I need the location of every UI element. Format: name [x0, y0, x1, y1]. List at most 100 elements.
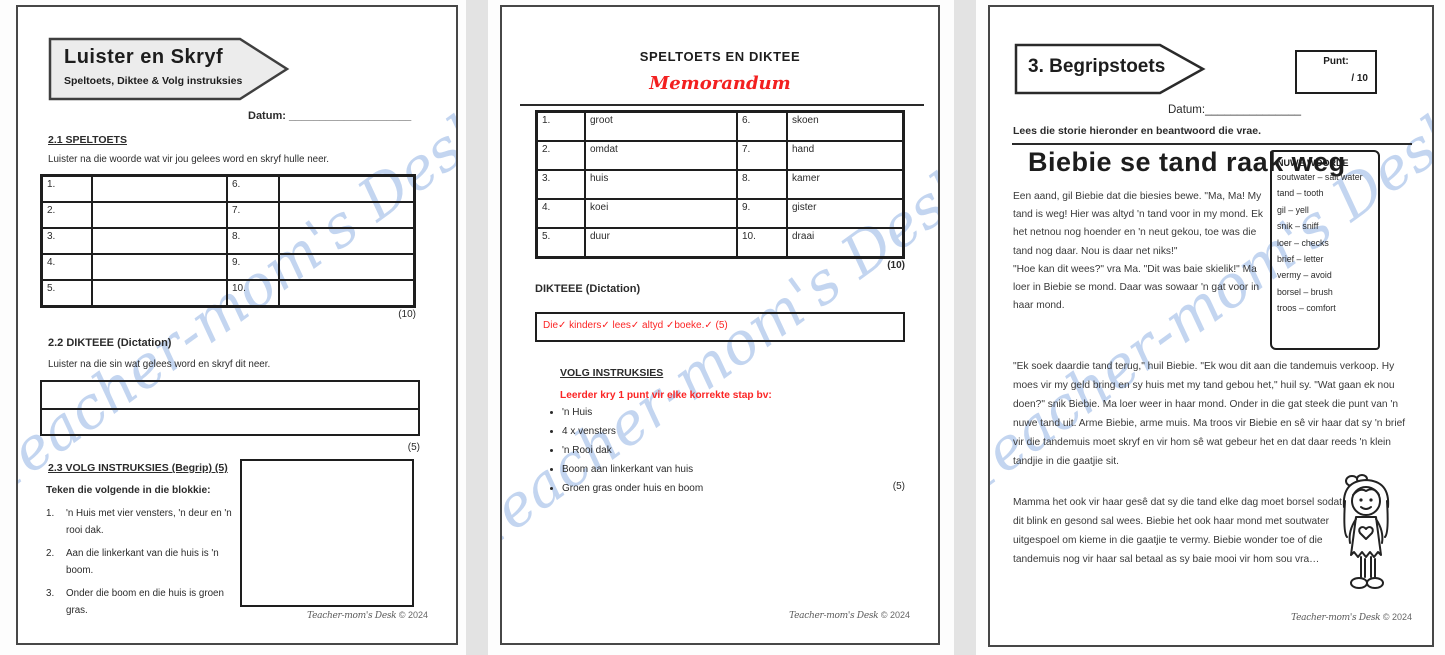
diktee-box-divider	[42, 408, 418, 410]
section-heading-volg: 2.3 VOLG INSTRUKSIES (Begrip) (5)	[48, 462, 228, 474]
answer-word: omdat	[585, 141, 737, 170]
answer-word: hand	[787, 141, 903, 170]
answer-word: gister	[787, 199, 903, 228]
table-num: 3.	[537, 170, 585, 199]
copyright: © 2024	[398, 610, 428, 620]
answer-cell[interactable]	[279, 228, 414, 254]
worksheet-title: 3. Begripstoets	[1028, 56, 1166, 77]
memo-volg-item: 'n Huis	[562, 407, 703, 418]
section-heading-diktee: 2.2 DIKTEEE (Dictation)	[48, 337, 172, 349]
vocab-item: troos – comfort	[1277, 303, 1336, 314]
divider-line	[1012, 143, 1412, 145]
vocab-item: vermy – avoid	[1277, 270, 1332, 281]
diktee-answer-box[interactable]	[40, 380, 420, 436]
memo-answer-table: 1. groot 6. skoen 2. omdat 7. hand 3. hu…	[535, 110, 905, 259]
nuwe-woorde-heading: NUWE WOORDE	[1277, 158, 1349, 168]
memo-volg-item: Groen gras onder huis en boom	[562, 483, 703, 494]
page-luister-en-skryf: Teacher-mom's Desk Luister en Skryf Spel…	[16, 5, 458, 645]
page-footer: Teacher-mom's Desk © 2024	[1291, 612, 1412, 623]
datum-line: Datum:_______________	[1168, 104, 1302, 116]
answer-cell[interactable]	[92, 202, 227, 228]
divider-line	[520, 104, 924, 106]
punt-value: / 10	[1351, 73, 1368, 84]
answer-cell[interactable]	[92, 280, 227, 306]
memo-volg-list: 'n Huis 4 x vensters 'n Rooi dak Boom aa…	[562, 407, 703, 502]
memo-subtitle: Memorandum	[649, 73, 791, 94]
answer-word: huis	[585, 170, 737, 199]
table-num: 1.	[42, 176, 92, 202]
story-paragraph: Mamma het ook vir haar gesê dat sy die t…	[1013, 497, 1343, 565]
nuwe-woorde-box: NUWE WOORDE soutwater – salt water tand …	[1270, 150, 1380, 350]
punt-box: Punt: / 10	[1295, 50, 1377, 94]
vocab-item: gil – yell	[1277, 204, 1309, 215]
answer-cell[interactable]	[279, 202, 414, 228]
table-num: 7.	[737, 141, 787, 170]
brand-signature: Teacher-mom's Desk	[307, 611, 397, 621]
table-num: 2.	[42, 202, 92, 228]
page-footer: Teacher-mom's Desk © 2024	[789, 610, 910, 621]
memo-volg-item: 4 x vensters	[562, 426, 703, 437]
answer-cell[interactable]	[92, 176, 227, 202]
volg-item-list: 1. 'n Huis met vier vensters, 'n deur en…	[46, 505, 246, 625]
answer-cell[interactable]	[92, 254, 227, 280]
speltoets-marks: (10)	[398, 309, 416, 320]
vocab-item: tand – tooth	[1277, 188, 1324, 199]
speltoets-instruction: Luister na die woorde wat vir jou gelees…	[48, 154, 329, 165]
table-num: 10.	[227, 280, 279, 306]
diktee-instruction: Luister na die sin wat gelees word en sk…	[48, 359, 271, 370]
brand-signature: Teacher-mom's Desk	[789, 611, 879, 621]
table-num: 1.	[537, 112, 585, 141]
page-begripstoets: Teacher-mom's Desk 3. Begripstoets Punt:…	[988, 5, 1434, 647]
list-item-number: 1.	[46, 508, 55, 519]
answer-cell[interactable]	[279, 176, 414, 202]
answer-cell[interactable]	[279, 254, 414, 280]
drawing-box[interactable]	[240, 459, 414, 607]
table-num: 5.	[537, 228, 585, 257]
copyright: © 2024	[1382, 612, 1412, 622]
memo-diktee-heading: DIKTEEE (Dictation)	[535, 283, 641, 295]
answer-cell[interactable]	[92, 228, 227, 254]
list-item: 3. Onder die boom en die huis is groen g…	[46, 585, 246, 619]
worksheet-subtitle: Speltoets, Diktee & Volg instruksies	[64, 75, 243, 87]
table-num: 8.	[227, 228, 279, 254]
story-paragraph: "Hoe kan dit wees?" vra Ma. "Dit was bai…	[1013, 263, 1260, 312]
answer-cell[interactable]	[279, 280, 414, 306]
answer-word: duur	[585, 228, 737, 257]
memo-volg-item: Boom aan linkerkant van huis	[562, 464, 703, 475]
page-gutter	[954, 0, 976, 655]
memo-table-marks: (10)	[887, 260, 905, 271]
vocab-item: snik – sniff	[1277, 221, 1319, 232]
list-item-number: 2.	[46, 548, 55, 559]
arrow-banner-shape	[48, 37, 290, 101]
vocab-item: loer – checks	[1277, 237, 1329, 248]
list-item: 2. Aan die linkerkant van die huis is 'n…	[46, 545, 246, 579]
answer-word: skoen	[787, 112, 903, 141]
punt-label: Punt:	[1323, 56, 1349, 67]
arrow-banner-shape	[1014, 43, 1206, 95]
list-item-number: 3.	[46, 588, 55, 599]
worksheet-title: Luister en Skryf	[64, 46, 224, 68]
table-num: 8.	[737, 170, 787, 199]
table-num: 10.	[737, 228, 787, 257]
table-num: 4.	[537, 199, 585, 228]
brand-signature: Teacher-mom's Desk	[1291, 613, 1381, 623]
page-memorandum: Teacher-mom's Desk SPELTOETS EN DIKTEE M…	[500, 5, 940, 645]
list-item: 1. 'n Huis met vier vensters, 'n deur en…	[46, 505, 246, 539]
vocab-item: borsel – brush	[1277, 286, 1333, 297]
volg-instruction: Teken die volgende in die blokkie:	[46, 485, 211, 496]
title-banner: 3. Begripstoets	[1014, 43, 1206, 95]
table-num: 6.	[227, 176, 279, 202]
girl-clipart	[1342, 474, 1390, 589]
table-num: 7.	[227, 202, 279, 228]
memo-volg-item: 'n Rooi dak	[562, 445, 703, 456]
story-paragraphs-1-2: Een aand, gil Biebie dat die biesies bew…	[1013, 188, 1267, 315]
diktee-answer-sentence: Die✓ kinders✓ lees✓ altyd ✓boeke.✓ (5)	[535, 312, 905, 342]
list-item-text: 'n Huis met vier vensters, 'n deur en 'n…	[66, 508, 232, 536]
memo-volg-note: Leerder kry 1 punt vir elke korrekte sta…	[560, 390, 772, 401]
memo-volg-heading: VOLG INSTRUKSIES	[560, 367, 664, 379]
table-num: 6.	[737, 112, 787, 141]
page-gutter	[466, 0, 488, 655]
answer-word: draai	[787, 228, 903, 257]
copyright: © 2024	[880, 610, 910, 620]
